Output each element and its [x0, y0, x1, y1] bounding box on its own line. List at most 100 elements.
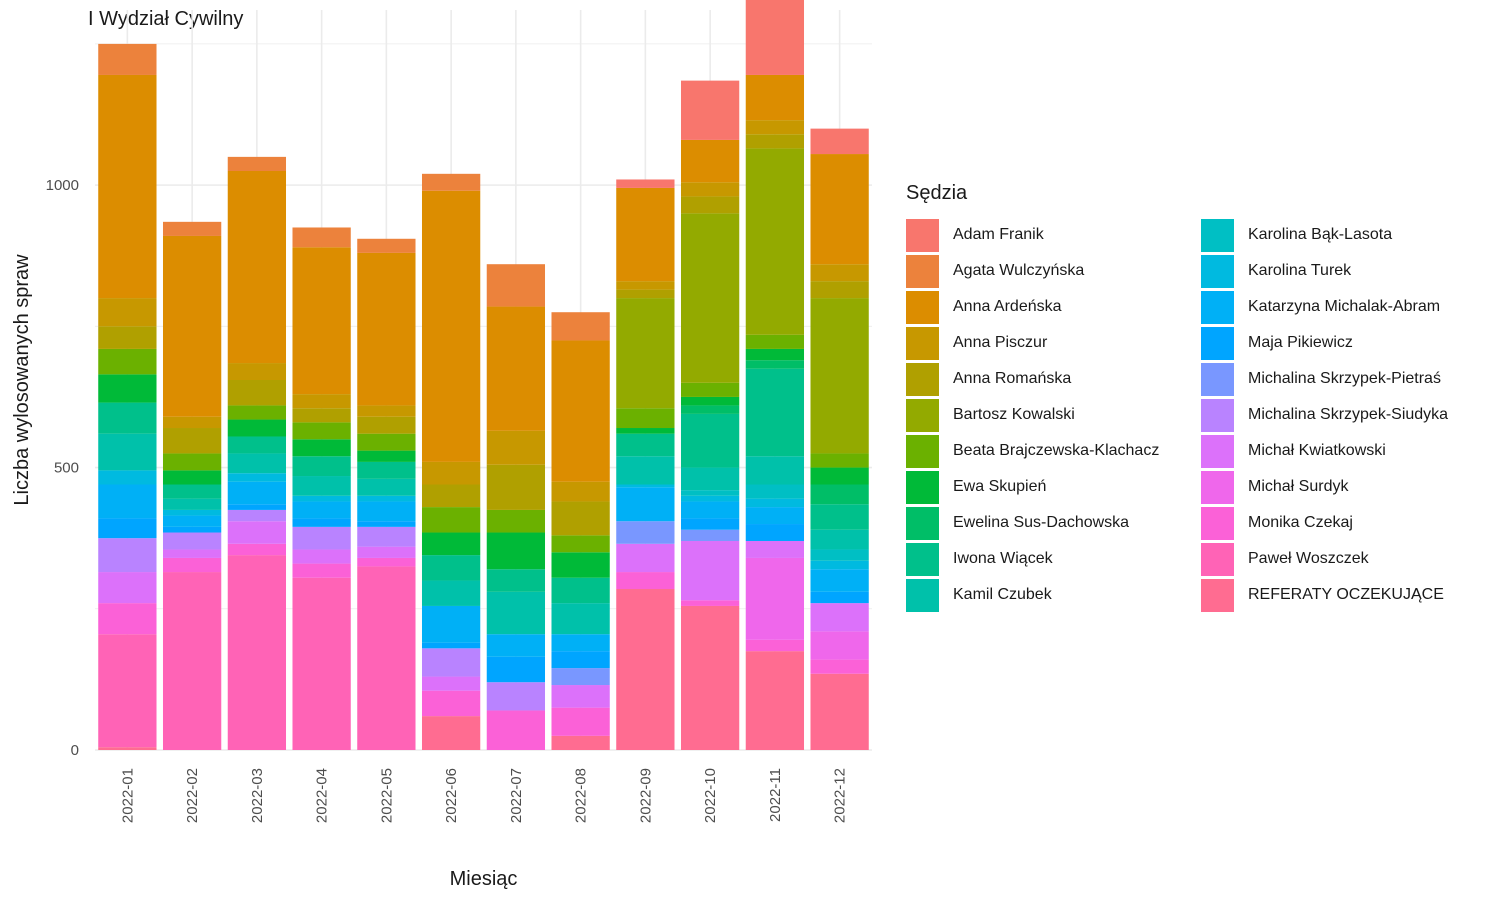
bar-segment — [616, 281, 675, 290]
bar-segment — [616, 521, 675, 544]
bar-segment — [421, 555, 481, 581]
x-tick-label: 2022-02 — [184, 768, 201, 823]
bar-segment — [616, 589, 675, 750]
bar-segment — [162, 549, 222, 558]
legend-swatch — [1201, 290, 1234, 324]
legend-item: Monika Czekaj — [1201, 505, 1491, 541]
bar-segment — [810, 591, 869, 604]
legend-item: Michalina Skrzypek-Siudyka — [1201, 397, 1491, 433]
legend-label: Karolina Turek — [1248, 262, 1352, 279]
bar-segment — [227, 363, 287, 380]
legend-label: Michalina Skrzypek-Siudyka — [1248, 406, 1449, 423]
bar-segment — [162, 484, 222, 499]
legend-swatch — [906, 434, 939, 468]
bar-segment — [745, 0, 805, 75]
bar-segment — [745, 507, 805, 525]
bar-segment — [680, 490, 740, 496]
bar-segment — [810, 560, 869, 570]
y-tick-label: 0 — [71, 742, 79, 759]
bar-segment — [680, 405, 740, 414]
bar-segment — [227, 504, 287, 510]
bar-segment — [551, 340, 610, 482]
bar-segment — [745, 498, 805, 508]
legend-swatch — [1201, 578, 1234, 612]
legend-item: Anna Romańska — [906, 361, 1201, 397]
legend-label: Michał Surdyk — [1248, 478, 1349, 495]
bar-segment — [162, 509, 222, 516]
bar-segment — [162, 416, 222, 429]
bar-segment — [357, 495, 416, 502]
bar-segment — [486, 430, 546, 465]
bar-segment — [98, 433, 157, 471]
legend-label: Iwona Wiącek — [953, 550, 1053, 567]
bar-segment — [745, 651, 805, 750]
legend-item: Kamil Czubek — [906, 577, 1201, 613]
legend-swatch — [906, 254, 939, 288]
bar-segment — [98, 326, 157, 349]
legend-item: Michał Surdyk — [1201, 469, 1491, 505]
legend-label: Beata Brajczewska-Klachacz — [953, 442, 1160, 459]
bar-segment — [486, 569, 546, 592]
bar-segment — [227, 453, 287, 474]
bar-segment — [551, 651, 610, 669]
legend-label: Anna Pisczur — [953, 334, 1048, 351]
legend-item: Ewa Skupień — [906, 469, 1201, 505]
bar-segment — [292, 408, 351, 423]
bar-segment — [292, 247, 351, 395]
legend-swatch — [1201, 506, 1234, 540]
bar-segment — [616, 572, 675, 590]
legend-swatch — [1201, 254, 1234, 288]
bar-segment — [616, 487, 675, 522]
bar-segment — [292, 495, 351, 502]
bar-segment — [745, 148, 805, 335]
legend-label: Michał Kwiatkowski — [1248, 442, 1386, 459]
legend-item: Karolina Turek — [1201, 253, 1491, 289]
legend-swatch — [1201, 218, 1234, 252]
bar-segment — [486, 634, 546, 657]
bar-segment — [551, 668, 610, 686]
bar-segment — [292, 476, 351, 496]
bar-segment — [680, 213, 740, 383]
legend-item: Paweł Woszczek — [1201, 541, 1491, 577]
bar-segment — [810, 673, 869, 750]
legend-label: Kamil Czubek — [953, 586, 1052, 603]
bar-segment — [292, 518, 351, 527]
bar-segment — [745, 120, 805, 135]
bar-segment — [810, 484, 869, 505]
bar-segment — [421, 190, 481, 462]
legend: Sędzia Adam Franik Agata Wulczyńska Anna A… — [906, 182, 1491, 613]
bar-segment — [98, 538, 157, 573]
bar-segment — [680, 540, 740, 601]
bar-segment — [357, 450, 416, 462]
bar-segment — [486, 710, 546, 750]
legend-item: Ewelina Sus-Dachowska — [906, 505, 1201, 541]
bar-segment — [227, 436, 287, 454]
legend-item: Iwona Wiącek — [906, 541, 1201, 577]
bar-segment — [421, 605, 481, 643]
bar-segment — [745, 540, 805, 558]
legend-label: Anna Ardeńska — [953, 298, 1062, 315]
x-tick-label: 2022-11 — [767, 768, 784, 822]
legend-label: Ewelina Sus-Dachowska — [953, 514, 1130, 531]
legend-label: Maja Pikiewicz — [1248, 334, 1353, 351]
bar-segment — [357, 566, 416, 750]
bar-segment — [292, 439, 351, 457]
legend-item: Michał Kwiatkowski — [1201, 433, 1491, 469]
x-tick-label: 2022-10 — [702, 768, 719, 823]
legend-item: REFERATY OCZEKUJĄCE — [1201, 577, 1491, 613]
bar-segment — [162, 221, 222, 236]
bar-segment — [292, 501, 351, 519]
bar-segment — [227, 473, 287, 482]
bar-segment — [810, 569, 869, 592]
legend-swatch — [906, 218, 939, 252]
bar-segment — [680, 605, 740, 750]
bar-segment — [810, 659, 869, 674]
bar-segment — [227, 555, 287, 750]
bar-segment — [98, 43, 157, 75]
legend-label: Karolina Bąk-Lasota — [1248, 226, 1393, 243]
bar-segment — [745, 557, 805, 640]
bar-segment — [98, 402, 157, 434]
bar-segment — [292, 577, 351, 750]
legend-swatch — [906, 578, 939, 612]
bar-segment — [680, 396, 740, 406]
